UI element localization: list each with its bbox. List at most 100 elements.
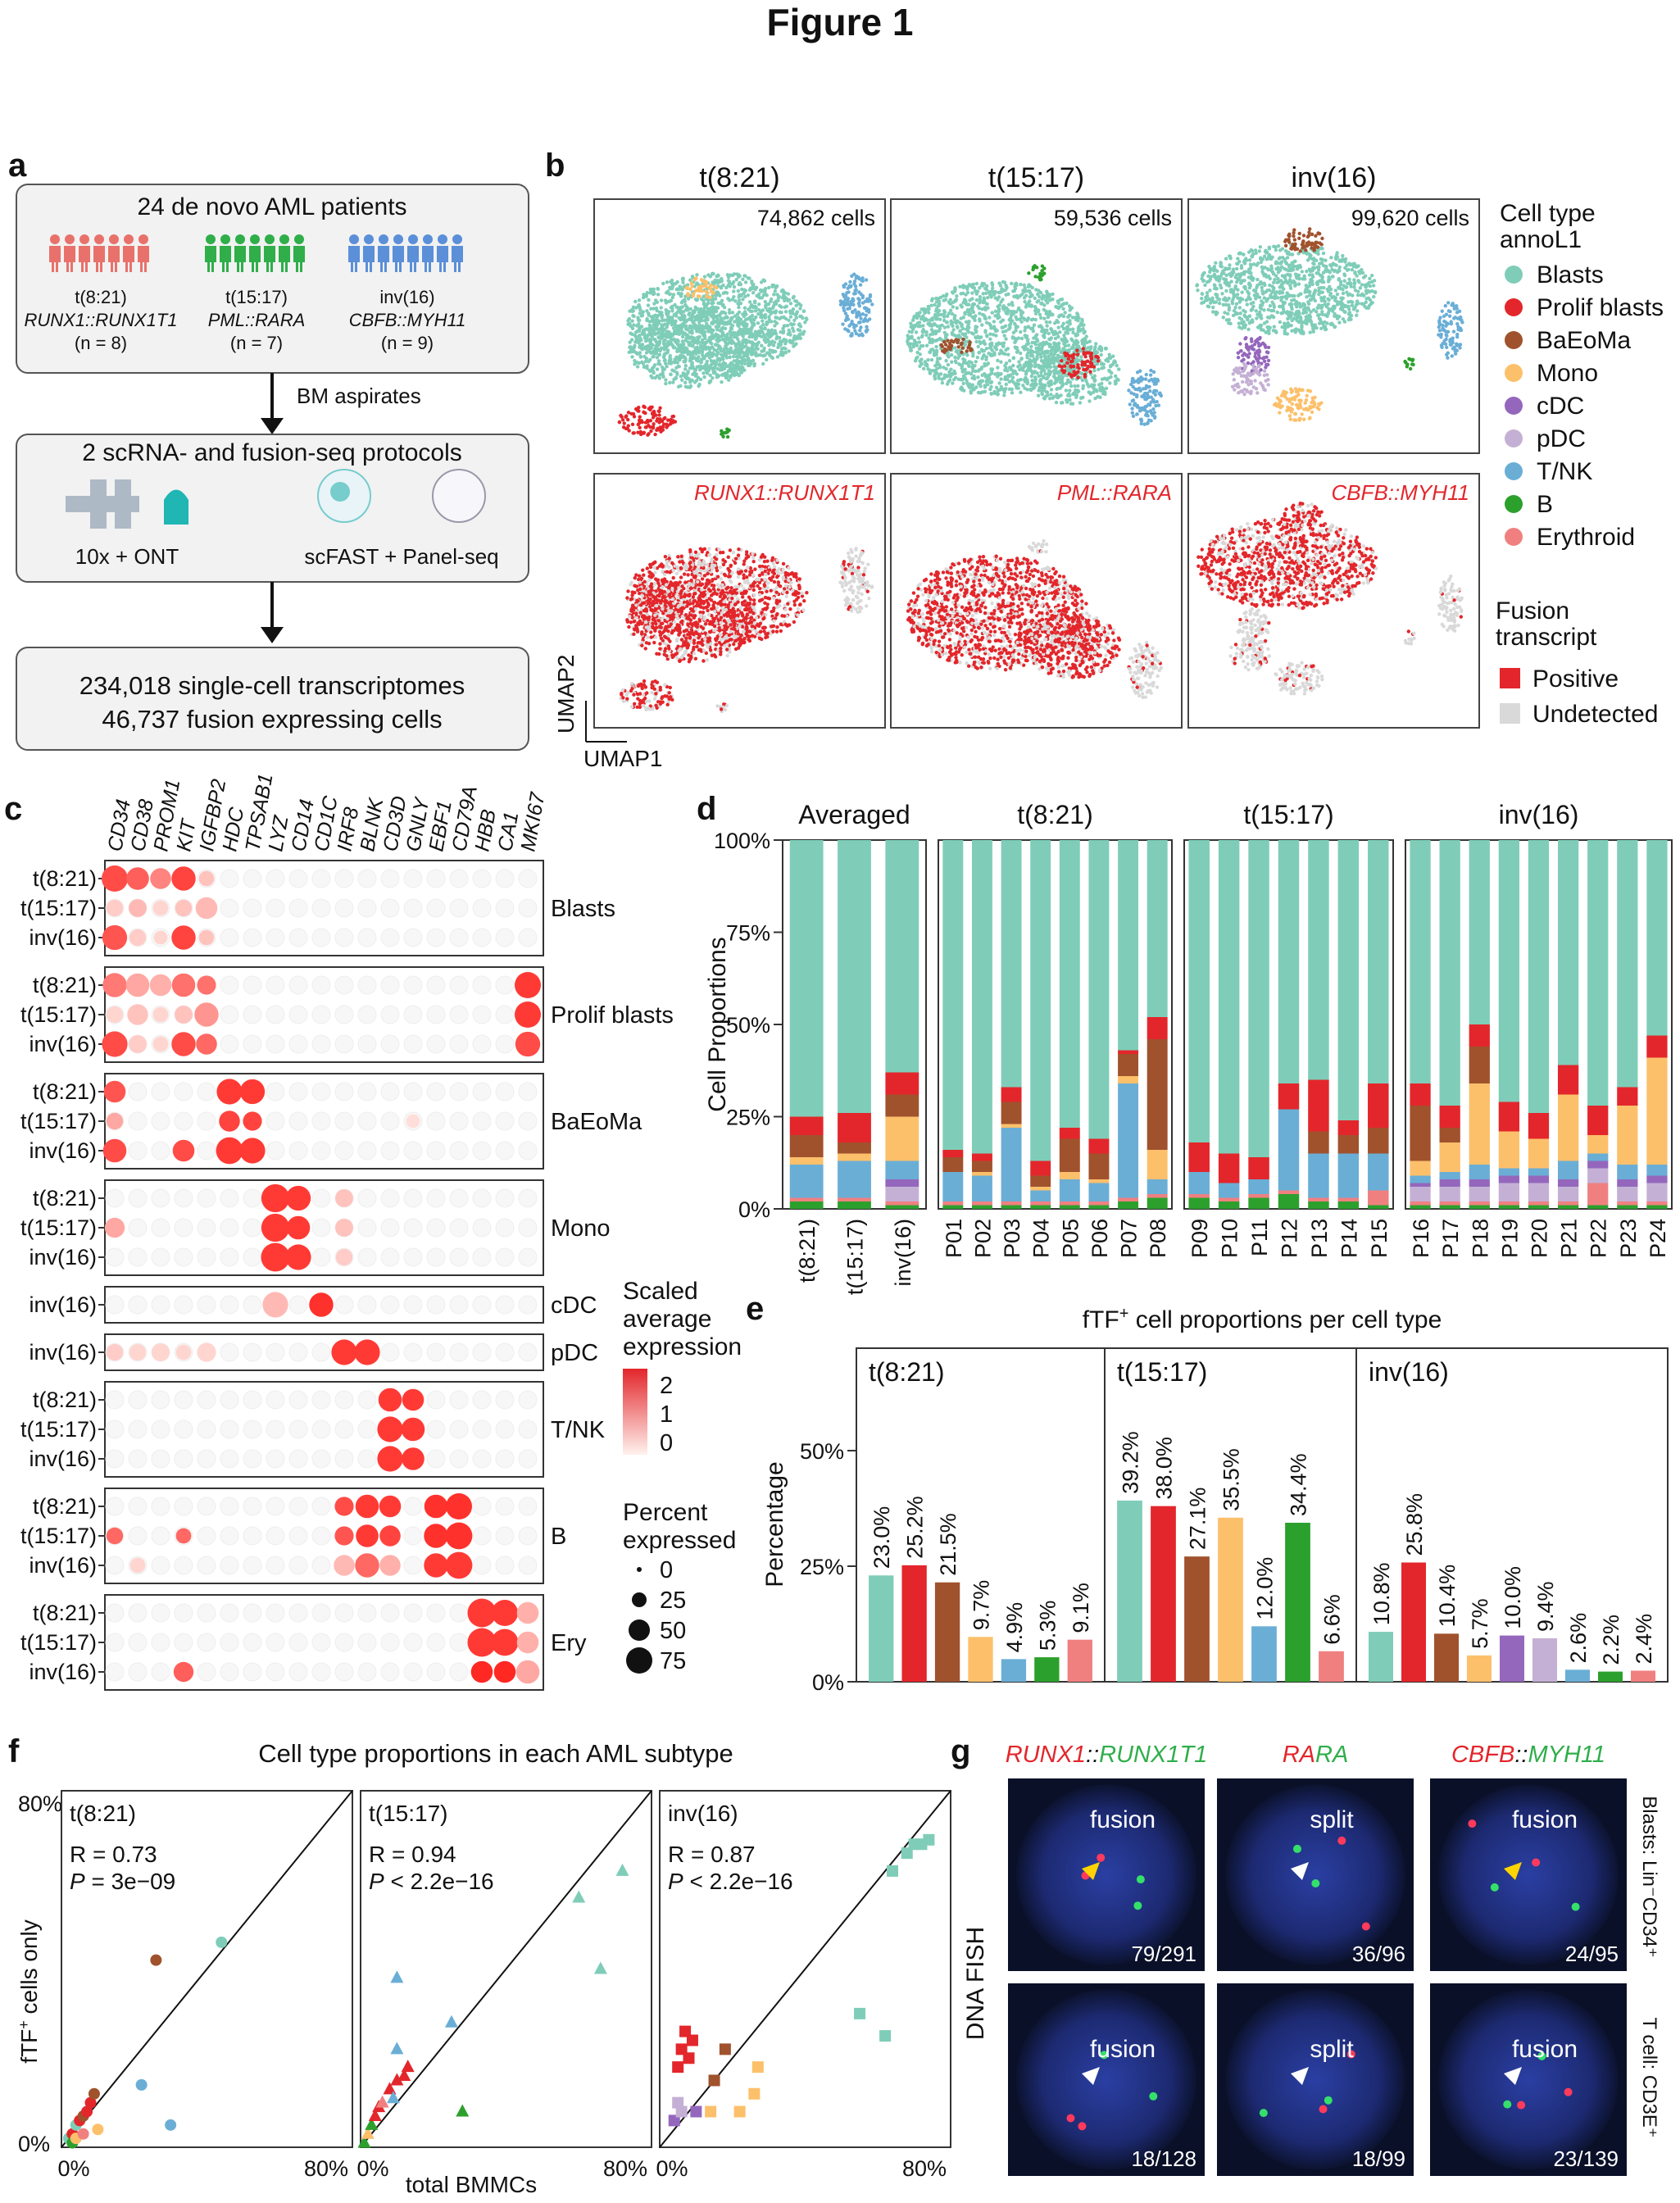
- umap-cell: [768, 334, 773, 339]
- patient-icon: [235, 234, 245, 244]
- umap-cell: [725, 337, 729, 342]
- umap-cell: [670, 697, 674, 702]
- umap-cell: [665, 570, 670, 574]
- umap-cell: [689, 552, 694, 556]
- umap-cell: [697, 647, 702, 652]
- umap-cell: [792, 294, 796, 299]
- umap-cell: [673, 564, 677, 568]
- umap-cell: [658, 688, 663, 692]
- patient-icon: [220, 246, 231, 272]
- umap-cell: [863, 583, 868, 587]
- patient-icon: [50, 234, 60, 244]
- umap-cell: [686, 632, 690, 637]
- umap-cell: [647, 323, 652, 327]
- umap-cell: [720, 303, 725, 308]
- umap-cell: [752, 304, 756, 309]
- umap-cell: [735, 318, 739, 322]
- umap-cell: [720, 352, 724, 357]
- umap-cell: [805, 591, 809, 595]
- umap-cell: [798, 325, 803, 329]
- umap-cell: [727, 428, 731, 433]
- umap-cell: [742, 591, 746, 596]
- umap-cell: [763, 569, 767, 574]
- umap-cell: [645, 612, 650, 616]
- umap-cell: [700, 588, 704, 592]
- umap-cell: [707, 553, 711, 557]
- umap-cell: [802, 599, 806, 603]
- umap-cell: [783, 622, 788, 627]
- umap-cell: [688, 593, 692, 597]
- umap-cell: [798, 307, 802, 311]
- umap-cell: [767, 343, 771, 347]
- umap-cell: [976, 344, 980, 349]
- umap-cell: [751, 611, 756, 615]
- umap-cell: [682, 641, 686, 645]
- umap-cell: [765, 559, 770, 563]
- umap-cell: [683, 384, 688, 389]
- umap-cell: [715, 352, 720, 357]
- umap-cell: [670, 284, 675, 288]
- umap-cell: [870, 585, 874, 589]
- patient-icon: [379, 234, 388, 244]
- umap-cell: [865, 589, 870, 593]
- umap-cell: [656, 343, 661, 347]
- umap-cell: [705, 657, 710, 662]
- umap-cell: [1051, 332, 1056, 337]
- umap-cell: [715, 306, 720, 311]
- umap-cell: [695, 288, 700, 293]
- umap-cell: [764, 632, 768, 636]
- umap-cell: [778, 316, 782, 321]
- umap-cell: [647, 575, 652, 579]
- umap-cell: [747, 300, 752, 304]
- umap-cell: [663, 649, 667, 653]
- umap-cell: [766, 581, 770, 585]
- umap-cell: [1061, 321, 1065, 326]
- umap-cell: [662, 353, 666, 358]
- umap-cell: [626, 690, 630, 695]
- umap-cell: [858, 329, 862, 333]
- umap-cell: [856, 591, 860, 595]
- umap-cell: [722, 593, 727, 598]
- umap-cell: [742, 274, 747, 278]
- umap-cell: [632, 431, 636, 435]
- umap-cell: [630, 309, 634, 314]
- umap-cell: [665, 560, 670, 564]
- umap-cell: [974, 360, 978, 364]
- umap-cell: [688, 586, 693, 591]
- umap-cell: [774, 613, 779, 617]
- umap-cell: [688, 287, 692, 292]
- umap-cell: [664, 308, 668, 312]
- umap-cell: [634, 336, 638, 340]
- umap-cell: [774, 331, 779, 336]
- umap-cell: [687, 653, 691, 657]
- umap-cell: [662, 332, 666, 337]
- umap-cell: [730, 316, 734, 320]
- umap-cell: [763, 578, 767, 582]
- umap-cell: [846, 601, 850, 605]
- umap-cell: [695, 281, 699, 285]
- umap-cell: [671, 575, 675, 580]
- umap-cell: [751, 290, 756, 295]
- umap-cell: [655, 324, 659, 328]
- umap-cell: [1004, 337, 1008, 341]
- umap-cell: [737, 298, 742, 302]
- umap-cell: [688, 384, 693, 388]
- umap-cell: [774, 336, 779, 341]
- umap-cell: [792, 318, 797, 322]
- umap-cell: [1038, 316, 1043, 320]
- umap-cell: [647, 313, 651, 317]
- umap-cell: [703, 622, 708, 626]
- umap-cell: [851, 588, 856, 593]
- umap-cell: [753, 567, 757, 571]
- umap-cell: [771, 624, 776, 629]
- umap-cell: [630, 355, 634, 359]
- umap-cell: [674, 281, 678, 286]
- umap-cell: [646, 635, 650, 639]
- umap-cell: [857, 599, 861, 603]
- umap-cell: [693, 550, 698, 554]
- umap-cell: [690, 284, 694, 288]
- umap-cell: [683, 651, 688, 655]
- umap-cell: [758, 621, 763, 625]
- umap-cell: [783, 603, 788, 608]
- umap-cell: [747, 346, 751, 351]
